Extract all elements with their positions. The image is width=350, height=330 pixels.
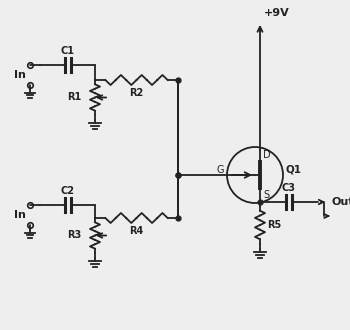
Text: R2: R2 — [130, 88, 144, 98]
Text: R1: R1 — [67, 92, 81, 103]
Text: S: S — [263, 190, 269, 200]
Text: R5: R5 — [267, 220, 281, 230]
Text: C2: C2 — [61, 186, 75, 196]
Text: G: G — [217, 165, 224, 175]
Text: C3: C3 — [282, 183, 296, 193]
Text: C1: C1 — [61, 46, 75, 56]
Text: D: D — [263, 150, 271, 160]
Text: +9V: +9V — [264, 8, 290, 18]
Text: R3: R3 — [67, 230, 81, 241]
Text: In: In — [14, 70, 26, 80]
Text: Q1: Q1 — [286, 165, 302, 175]
Text: Out: Out — [331, 197, 350, 207]
Text: R4: R4 — [130, 226, 144, 236]
Text: In: In — [14, 210, 26, 220]
